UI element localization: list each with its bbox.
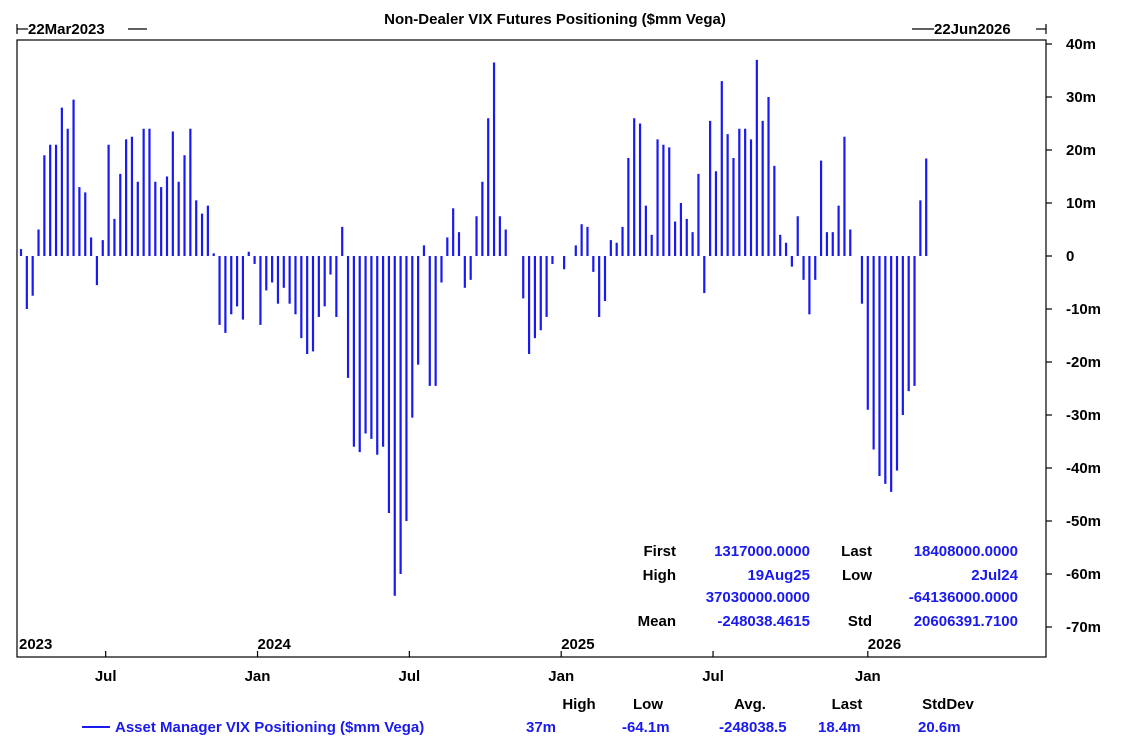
x-tick-label: Jan	[855, 668, 881, 685]
y-tick-label: 40m	[1066, 36, 1096, 53]
legend-header-last: Last	[832, 696, 863, 713]
end-date-marker: 22Jun2026	[912, 21, 1047, 38]
bar-series	[19, 59, 928, 596]
y-tick-label: -20m	[1066, 354, 1101, 371]
y-axis: 40m 30m 20m 10m 0 -10m -20m -30m -40m -50m -60m -70…	[1046, 36, 1101, 636]
stats-mean-value: -248038.4615	[717, 613, 810, 630]
x-axis: Jul Jan Jul Jan Jul Jan 2023 2024 2025 2026	[19, 636, 901, 685]
chart-title: Non-Dealer VIX Futures Positioning ($mm …	[384, 11, 726, 28]
x-tick-label: Jul	[702, 668, 724, 685]
y-tick-label: -10m	[1066, 301, 1101, 318]
y-tick-label: -50m	[1066, 513, 1101, 530]
start-date-marker: 22Mar2023	[16, 21, 147, 38]
x-year-label: 2026	[868, 636, 901, 653]
legend-header-low: Low	[633, 696, 663, 713]
y-tick-label: -30m	[1066, 407, 1101, 424]
stats-first-label: First	[643, 543, 676, 560]
stats-low-value: -64136000.0000	[909, 589, 1018, 606]
x-year-label: 2024	[258, 636, 292, 653]
legend-value-avg: -248038.5	[719, 719, 787, 736]
y-tick-label: 0	[1066, 248, 1074, 265]
stats-last-label: Last	[841, 543, 872, 560]
stats-high-value: 37030000.0000	[706, 589, 810, 606]
stats-low-label: Low	[842, 567, 872, 584]
y-tick-label: -40m	[1066, 460, 1101, 477]
legend: High Low Avg. Last StdDev Asset Manager …	[82, 696, 974, 736]
y-tick-label: 10m	[1066, 195, 1096, 212]
y-tick-label: -70m	[1066, 619, 1101, 636]
stats-box: First 1317000.0000 Last 18408000.0000 Hi…	[638, 543, 1019, 630]
legend-value-stddev: 20.6m	[918, 719, 961, 736]
x-year-label: 2025	[561, 636, 594, 653]
stats-last-value: 18408000.0000	[914, 543, 1018, 560]
end-date-label: 22Jun2026	[934, 21, 1011, 38]
stats-std-value: 20606391.7100	[914, 613, 1018, 630]
x-tick-label: Jul	[399, 668, 421, 685]
y-tick-label: 20m	[1066, 142, 1096, 159]
x-year-label: 2023	[19, 636, 52, 653]
x-tick-label: Jan	[548, 668, 574, 685]
stats-high-label: High	[643, 567, 676, 584]
legend-series-name: Asset Manager VIX Positioning ($mm Vega)	[115, 719, 424, 736]
stats-std-label: Std	[848, 613, 872, 630]
legend-value-last: 18.4m	[818, 719, 861, 736]
legend-header-high: High	[562, 696, 595, 713]
stats-high-date: 19Aug25	[747, 567, 810, 584]
x-tick-label: Jul	[95, 668, 117, 685]
stats-first-value: 1317000.0000	[714, 543, 810, 560]
plot-frame	[16, 39, 1047, 658]
legend-value-low: -64.1m	[622, 719, 670, 736]
x-tick-label: Jan	[245, 668, 271, 685]
stats-low-date: 2Jul24	[971, 567, 1018, 584]
legend-value-high: 37m	[526, 719, 556, 736]
legend-header-stddev: StdDev	[922, 696, 974, 713]
y-tick-label: 30m	[1066, 89, 1096, 106]
stats-mean-label: Mean	[638, 613, 676, 630]
legend-header-avg: Avg.	[734, 696, 766, 713]
y-tick-label: -60m	[1066, 566, 1101, 583]
start-date-label: 22Mar2023	[28, 21, 105, 38]
